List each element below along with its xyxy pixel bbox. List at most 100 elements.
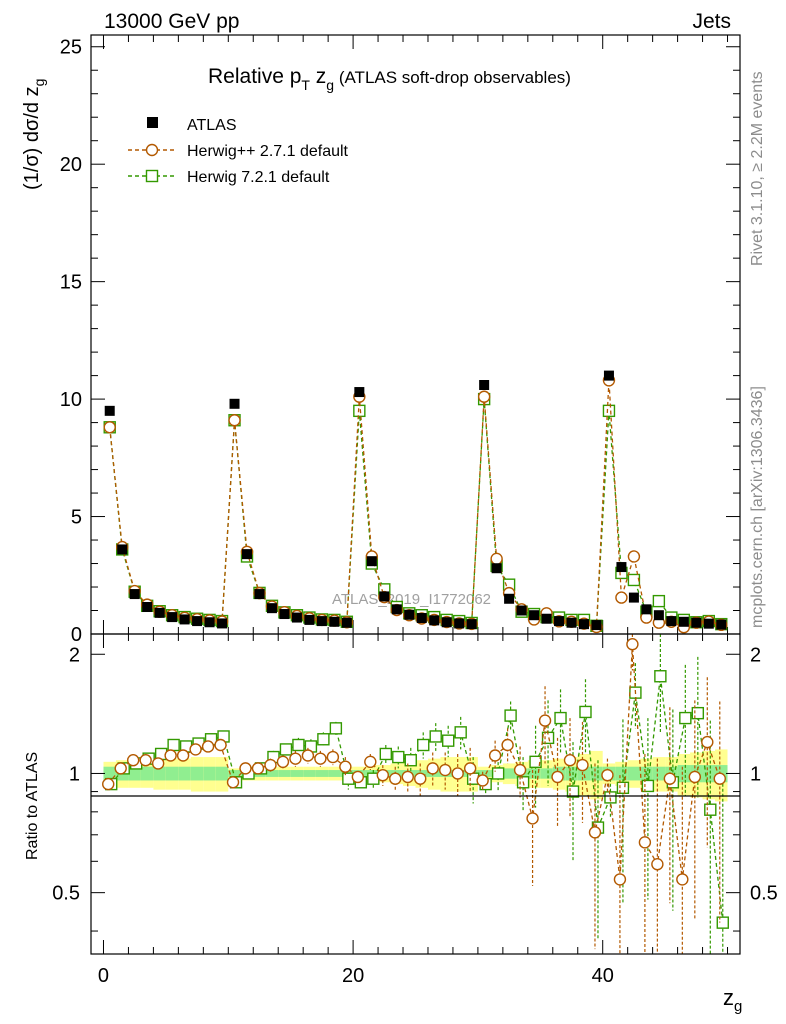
herwig7-ratio-point bbox=[392, 750, 405, 764]
herwig7-ratio-point bbox=[616, 781, 630, 794]
herwigpp-ratio-point bbox=[364, 755, 377, 769]
ratio-band-inner bbox=[203, 766, 216, 781]
herwigpp-ratio-point bbox=[651, 857, 664, 871]
ratio-band-inner bbox=[165, 766, 179, 781]
herwigpp-ratio-point bbox=[251, 762, 265, 775]
ratio-band-inner bbox=[140, 766, 154, 781]
herwigpp-ratio-point bbox=[613, 873, 627, 886]
herwig7-ratio-point bbox=[704, 803, 717, 816]
herwig7-ratio-point bbox=[279, 743, 293, 756]
herwigpp-ratio-point bbox=[401, 770, 414, 784]
herwigpp-ratio-point bbox=[663, 772, 677, 785]
herwig7-ratio-point bbox=[566, 785, 580, 798]
herwigpp-ratio-point bbox=[501, 738, 514, 752]
ratio-band-inner bbox=[502, 768, 516, 779]
atlas-point bbox=[329, 616, 340, 627]
atlas-point bbox=[616, 562, 627, 573]
herwigpp-ratio-point bbox=[102, 777, 115, 791]
herwigpp-ratio-point bbox=[314, 752, 327, 765]
herwig7-ratio-point bbox=[491, 767, 505, 780]
herwig7-ratio-point bbox=[429, 730, 442, 743]
atlas-point bbox=[541, 613, 552, 624]
ratio-band-inner bbox=[540, 768, 553, 779]
herwigpp-ratio-point bbox=[264, 758, 277, 772]
atlas-point bbox=[254, 589, 265, 600]
atlas-point bbox=[354, 387, 365, 398]
title-main: Relative p bbox=[208, 65, 301, 88]
herwigpp-ratio-point bbox=[638, 836, 652, 849]
atlas-point bbox=[703, 618, 714, 629]
herwigpp-ratio-point bbox=[126, 754, 140, 767]
ratio-band-inner bbox=[315, 770, 329, 777]
herwigpp-point bbox=[228, 414, 241, 427]
herwig7-ratio-line bbox=[110, 676, 724, 923]
atlas-point bbox=[516, 605, 527, 616]
y-tick-label: 5 bbox=[71, 507, 82, 529]
jets-label: Jets bbox=[692, 10, 731, 33]
x-axis-label-sub: g bbox=[734, 998, 742, 1015]
ratio-band-inner bbox=[228, 770, 241, 777]
energy-label: 13000 GeV pp bbox=[104, 10, 239, 33]
herwig7-ratio-point bbox=[504, 709, 517, 722]
herwigpp-ratio-point bbox=[164, 749, 177, 762]
atlas-point bbox=[391, 604, 402, 615]
ratio-band-inner bbox=[477, 770, 491, 777]
herwig7-ratio-point bbox=[379, 747, 392, 761]
herwigpp-ratio-point bbox=[526, 812, 539, 825]
herwigpp-ratio-point bbox=[676, 873, 689, 886]
herwigpp-ratio-point bbox=[439, 763, 452, 777]
ratio-band-inner bbox=[677, 765, 691, 783]
atlas-point bbox=[479, 380, 490, 391]
herwig7-point bbox=[627, 573, 641, 587]
herwigpp-point bbox=[490, 552, 503, 566]
legend-atlas-label: ATLAS bbox=[187, 117, 237, 134]
herwigpp-ratio-point bbox=[463, 762, 477, 775]
atlas-point bbox=[304, 614, 315, 625]
herwig7-ratio-point bbox=[654, 670, 667, 683]
ratio-band-inner bbox=[565, 766, 578, 781]
atlas-point bbox=[466, 619, 477, 630]
x-tick-label: 40 bbox=[592, 965, 614, 987]
ratio-band-inner bbox=[527, 768, 541, 779]
ratio-tick-label-right: 1 bbox=[750, 763, 761, 785]
atlas-point bbox=[142, 601, 153, 612]
atlas-point bbox=[666, 616, 677, 627]
herwigpp-ratio-point bbox=[513, 763, 527, 777]
atlas-point bbox=[379, 591, 390, 602]
ratio-band-inner bbox=[178, 766, 191, 781]
legend-atlas-marker bbox=[147, 117, 158, 128]
y-axis-label: (1/σ) dσ/d zg bbox=[21, 79, 47, 190]
herwig7-ratio-point bbox=[404, 754, 417, 767]
ratio-band-inner bbox=[153, 766, 166, 781]
herwigpp-ratio-point bbox=[339, 760, 352, 773]
x-axis-label-main: z bbox=[723, 985, 734, 1010]
herwig7-point bbox=[353, 404, 366, 418]
ratio-tick-label: 0.5 bbox=[52, 883, 80, 905]
herwigpp-point bbox=[103, 421, 116, 434]
atlas-point bbox=[154, 607, 165, 618]
title-suffix: (ATLAS soft-drop observables) bbox=[334, 68, 571, 87]
x-tick-label: 20 bbox=[342, 965, 364, 987]
y-axis-label-main: (1/σ) dσ/d z bbox=[21, 86, 43, 190]
analysis-watermark: ATLAS_2019_I1772062 bbox=[332, 591, 491, 608]
title-sub-g: g bbox=[326, 77, 334, 93]
herwigpp-ratio-point bbox=[201, 740, 215, 753]
herwigpp-ratio-point bbox=[301, 749, 315, 762]
ratio-tick-label-right: 0.5 bbox=[750, 883, 778, 905]
herwigpp-ratio-point bbox=[289, 752, 302, 765]
atlas-point bbox=[566, 617, 577, 628]
legend-herwig7-marker bbox=[145, 169, 159, 183]
atlas-point bbox=[192, 616, 203, 627]
atlas-point bbox=[242, 549, 253, 560]
atlas-point bbox=[641, 604, 652, 615]
herwig7-ratio-point bbox=[442, 734, 455, 747]
herwig7-ratio-point bbox=[641, 779, 655, 793]
herwigpp-ratio-point bbox=[226, 776, 240, 789]
atlas-point bbox=[204, 617, 215, 628]
atlas-point bbox=[591, 620, 602, 631]
x-axis-label: zg bbox=[723, 985, 742, 1015]
herwigpp-ratio-point bbox=[276, 755, 290, 769]
herwigpp-ratio-line bbox=[107, 644, 721, 880]
herwigpp-ratio-point bbox=[376, 768, 389, 782]
data-marks bbox=[102, 370, 729, 954]
